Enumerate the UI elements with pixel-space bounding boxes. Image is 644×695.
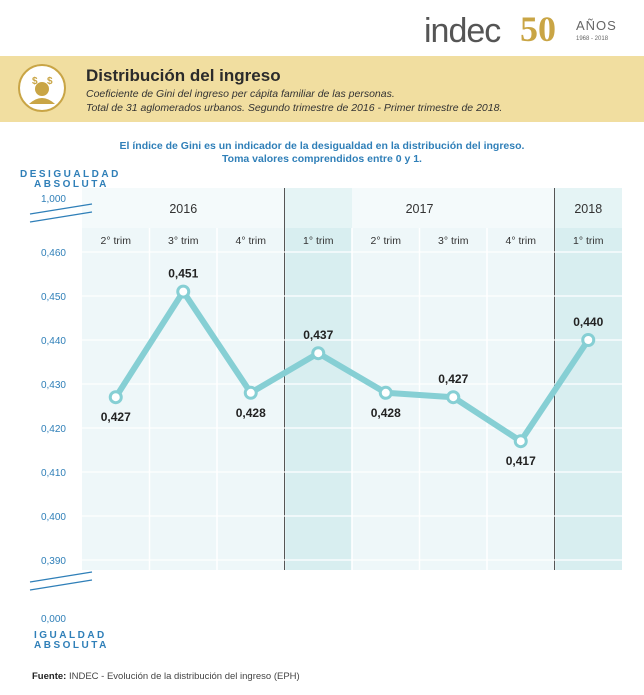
gini-series bbox=[108, 284, 596, 449]
axis-break-stroke bbox=[29, 571, 93, 583]
top-caption-line-2: ABSOLUTA bbox=[34, 179, 109, 190]
y-tick-label: 0,460 bbox=[41, 248, 66, 259]
title-banner: $ $ Distribución del ingreso Coeficiente… bbox=[0, 56, 644, 122]
gini-note-line-1: El índice de Gini es un indicador de la … bbox=[119, 140, 525, 152]
data-point bbox=[513, 434, 528, 449]
data-point bbox=[243, 385, 258, 400]
quarter-label: 2° trim bbox=[101, 235, 132, 247]
data-label: 0,428 bbox=[236, 406, 266, 420]
data-point bbox=[311, 346, 326, 361]
axis-break-stroke bbox=[29, 203, 93, 215]
axis-break-stroke bbox=[29, 211, 93, 223]
data-label: 0,417 bbox=[506, 454, 536, 468]
svg-text:$: $ bbox=[47, 76, 53, 87]
y-tick-label: 0,450 bbox=[41, 292, 66, 303]
data-point bbox=[446, 390, 461, 405]
axis-break-stroke bbox=[29, 579, 93, 591]
y-tick-label: 0,390 bbox=[41, 556, 66, 567]
year-label: 2016 bbox=[169, 202, 197, 216]
anniversary-word: AÑOS bbox=[576, 18, 617, 33]
subtitle-line-2: Total de 31 aglomerados urbanos. Segundo… bbox=[86, 102, 503, 114]
anniversary-number: 50 bbox=[520, 9, 556, 49]
source-label: Fuente: bbox=[32, 671, 67, 682]
gini-note-line-2: Toma valores comprendidos entre 0 y 1. bbox=[222, 153, 422, 165]
gini-line bbox=[112, 288, 592, 445]
data-point bbox=[378, 385, 393, 400]
data-point bbox=[108, 390, 123, 405]
indec-logo: indec 50 AÑOS 1968 - 2018 bbox=[424, 6, 634, 50]
page-title: Distribución del ingreso bbox=[86, 66, 281, 85]
anniversary-years: 1968 - 2018 bbox=[576, 36, 609, 42]
year-label: 2017 bbox=[406, 202, 434, 216]
quarter-label: 1° trim bbox=[573, 235, 604, 247]
subtitle-line-1: Coeficiente de Gini del ingreso per cápi… bbox=[86, 88, 395, 100]
quarter-label: 3° trim bbox=[438, 235, 469, 247]
y-tick-label: 0,400 bbox=[41, 512, 66, 523]
bottom-caption-line-1: IGUALDAD bbox=[34, 630, 107, 641]
bottom-caption-line-2: ABSOLUTA bbox=[34, 640, 109, 651]
y-axis: 0,460 0,450 0,440 0,430 0,420 0,410 0,400 0,390… bbox=[20, 169, 121, 651]
quarter-label: 4° trim bbox=[236, 235, 267, 247]
data-labels: 0,427 0,451 0,428 0,437 0,428 0,427 0,417 0,440 bbox=[101, 267, 604, 469]
quarter-label: 3° trim bbox=[168, 235, 199, 247]
data-label: 0,427 bbox=[101, 410, 131, 424]
y-tick-label: 0,410 bbox=[41, 468, 66, 479]
data-point bbox=[176, 284, 191, 299]
data-label: 0,428 bbox=[371, 406, 401, 420]
year-header-band bbox=[82, 188, 622, 228]
axis-break-top bbox=[29, 203, 93, 223]
chart-period-header: 2016 2017 2018 2° trim 3° trim 4° trim 1° trim… bbox=[101, 202, 604, 247]
quarter-label: 2° trim bbox=[371, 235, 402, 247]
y-tick-label: 0,440 bbox=[41, 336, 66, 347]
axis-break-bottom bbox=[29, 571, 93, 591]
data-label: 0,440 bbox=[573, 315, 603, 329]
top-caption-line-1: DESIGUALDAD bbox=[20, 169, 121, 180]
income-distribution-person-icon: $ $ bbox=[18, 64, 66, 112]
quarter-label: 4° trim bbox=[506, 235, 537, 247]
year-label: 2018 bbox=[574, 202, 602, 216]
quarter-label: 1° trim bbox=[303, 235, 334, 247]
data-point bbox=[581, 333, 596, 347]
source-text: INDEC - Evolución de la distribución del… bbox=[68, 671, 300, 682]
y-tick-label: 0,420 bbox=[41, 424, 66, 435]
source-note: Fuente: INDEC - Evolución de la distribu… bbox=[32, 671, 300, 682]
logo-text: indec bbox=[424, 12, 501, 50]
data-label: 0,437 bbox=[303, 328, 333, 342]
y-max-label: 1,000 bbox=[41, 194, 66, 205]
data-label: 0,427 bbox=[438, 372, 468, 386]
data-label: 0,451 bbox=[168, 267, 198, 281]
y-min-label: 0,000 bbox=[41, 614, 66, 625]
svg-text:$: $ bbox=[32, 76, 38, 87]
y-tick-label: 0,430 bbox=[41, 380, 66, 391]
